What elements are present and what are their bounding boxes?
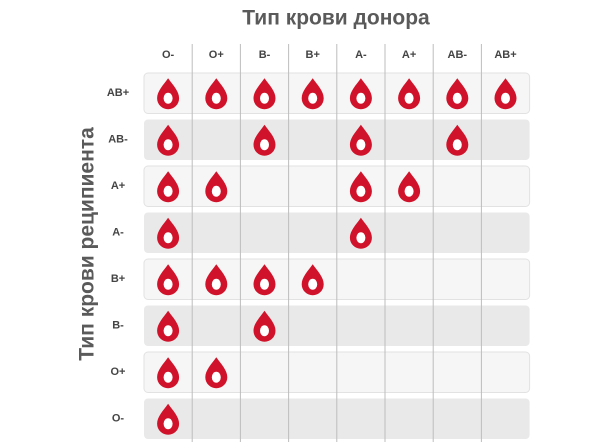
drop-highlight bbox=[163, 278, 173, 290]
row-label: B+ bbox=[111, 273, 125, 285]
blood-drop bbox=[253, 310, 276, 342]
blood-drop bbox=[205, 264, 228, 296]
blood-drop bbox=[157, 124, 180, 156]
drop-highlight bbox=[308, 92, 318, 104]
blood-drop bbox=[253, 78, 276, 110]
column-header: AB- bbox=[448, 49, 468, 61]
drop-highlight bbox=[163, 325, 173, 337]
blood-drop bbox=[349, 171, 372, 203]
drop-highlight bbox=[356, 92, 366, 104]
column-header: A+ bbox=[402, 49, 416, 61]
row-label: O- bbox=[112, 413, 125, 425]
column-header: O+ bbox=[209, 49, 224, 61]
blood-drop bbox=[301, 264, 324, 296]
blood-drop bbox=[157, 403, 180, 435]
blood-drop bbox=[157, 171, 180, 203]
drop-highlight bbox=[260, 139, 269, 151]
drop-highlight bbox=[356, 139, 366, 151]
blood-drop bbox=[253, 264, 276, 296]
column-header: B+ bbox=[306, 49, 320, 61]
row-label: B- bbox=[112, 320, 124, 332]
drop-highlight bbox=[356, 232, 366, 244]
drop-highlight bbox=[211, 371, 221, 383]
drop-highlight bbox=[211, 92, 221, 104]
drop-highlight bbox=[356, 185, 366, 197]
title: Тип крови донора bbox=[242, 7, 430, 30]
blood-drop bbox=[349, 217, 372, 249]
drop-highlight bbox=[260, 325, 269, 337]
blood-drop bbox=[349, 78, 372, 110]
blood-drop bbox=[446, 78, 469, 110]
row-label: AB+ bbox=[107, 87, 129, 99]
drop-highlight bbox=[163, 92, 173, 104]
blood-drop bbox=[205, 171, 228, 203]
blood-drop bbox=[205, 78, 228, 110]
row-label: AB- bbox=[108, 134, 128, 146]
column-header: O- bbox=[162, 49, 175, 61]
blood-drop bbox=[301, 78, 324, 110]
drop-highlight bbox=[211, 185, 221, 197]
drop-highlight bbox=[163, 418, 173, 430]
row-axis-label: Тип крови реципиента bbox=[76, 127, 99, 361]
row-label: A- bbox=[112, 227, 124, 239]
blood-drop bbox=[157, 357, 180, 389]
blood-drop bbox=[157, 310, 180, 342]
blood-drop bbox=[398, 171, 421, 203]
blood-drop bbox=[253, 124, 276, 156]
drop-highlight bbox=[404, 185, 414, 197]
drop-highlight bbox=[163, 232, 173, 244]
column-header: B- bbox=[259, 49, 271, 61]
column-header: AB+ bbox=[494, 49, 516, 61]
blood-drop bbox=[157, 217, 180, 249]
drop-highlight bbox=[501, 92, 510, 104]
drop-highlight bbox=[163, 371, 173, 383]
blood-drop bbox=[157, 78, 180, 110]
drop-highlight bbox=[260, 278, 269, 290]
drop-highlight bbox=[452, 92, 462, 104]
drop-highlight bbox=[211, 278, 221, 290]
blood-drop bbox=[157, 264, 180, 296]
drop-highlight bbox=[163, 185, 173, 197]
drop-highlight bbox=[404, 92, 414, 104]
blood-drop bbox=[349, 124, 372, 156]
blood-drop bbox=[446, 124, 469, 156]
blood-drop bbox=[494, 78, 517, 110]
column-header: A- bbox=[355, 49, 367, 61]
drop-highlight bbox=[260, 92, 269, 104]
drop-highlight bbox=[452, 139, 462, 151]
blood-drop bbox=[205, 357, 228, 389]
row-label: A+ bbox=[111, 180, 125, 192]
drop-highlight bbox=[163, 139, 173, 151]
row-label: O+ bbox=[111, 366, 126, 378]
blood-drop bbox=[398, 78, 421, 110]
drop-highlight bbox=[308, 278, 318, 290]
